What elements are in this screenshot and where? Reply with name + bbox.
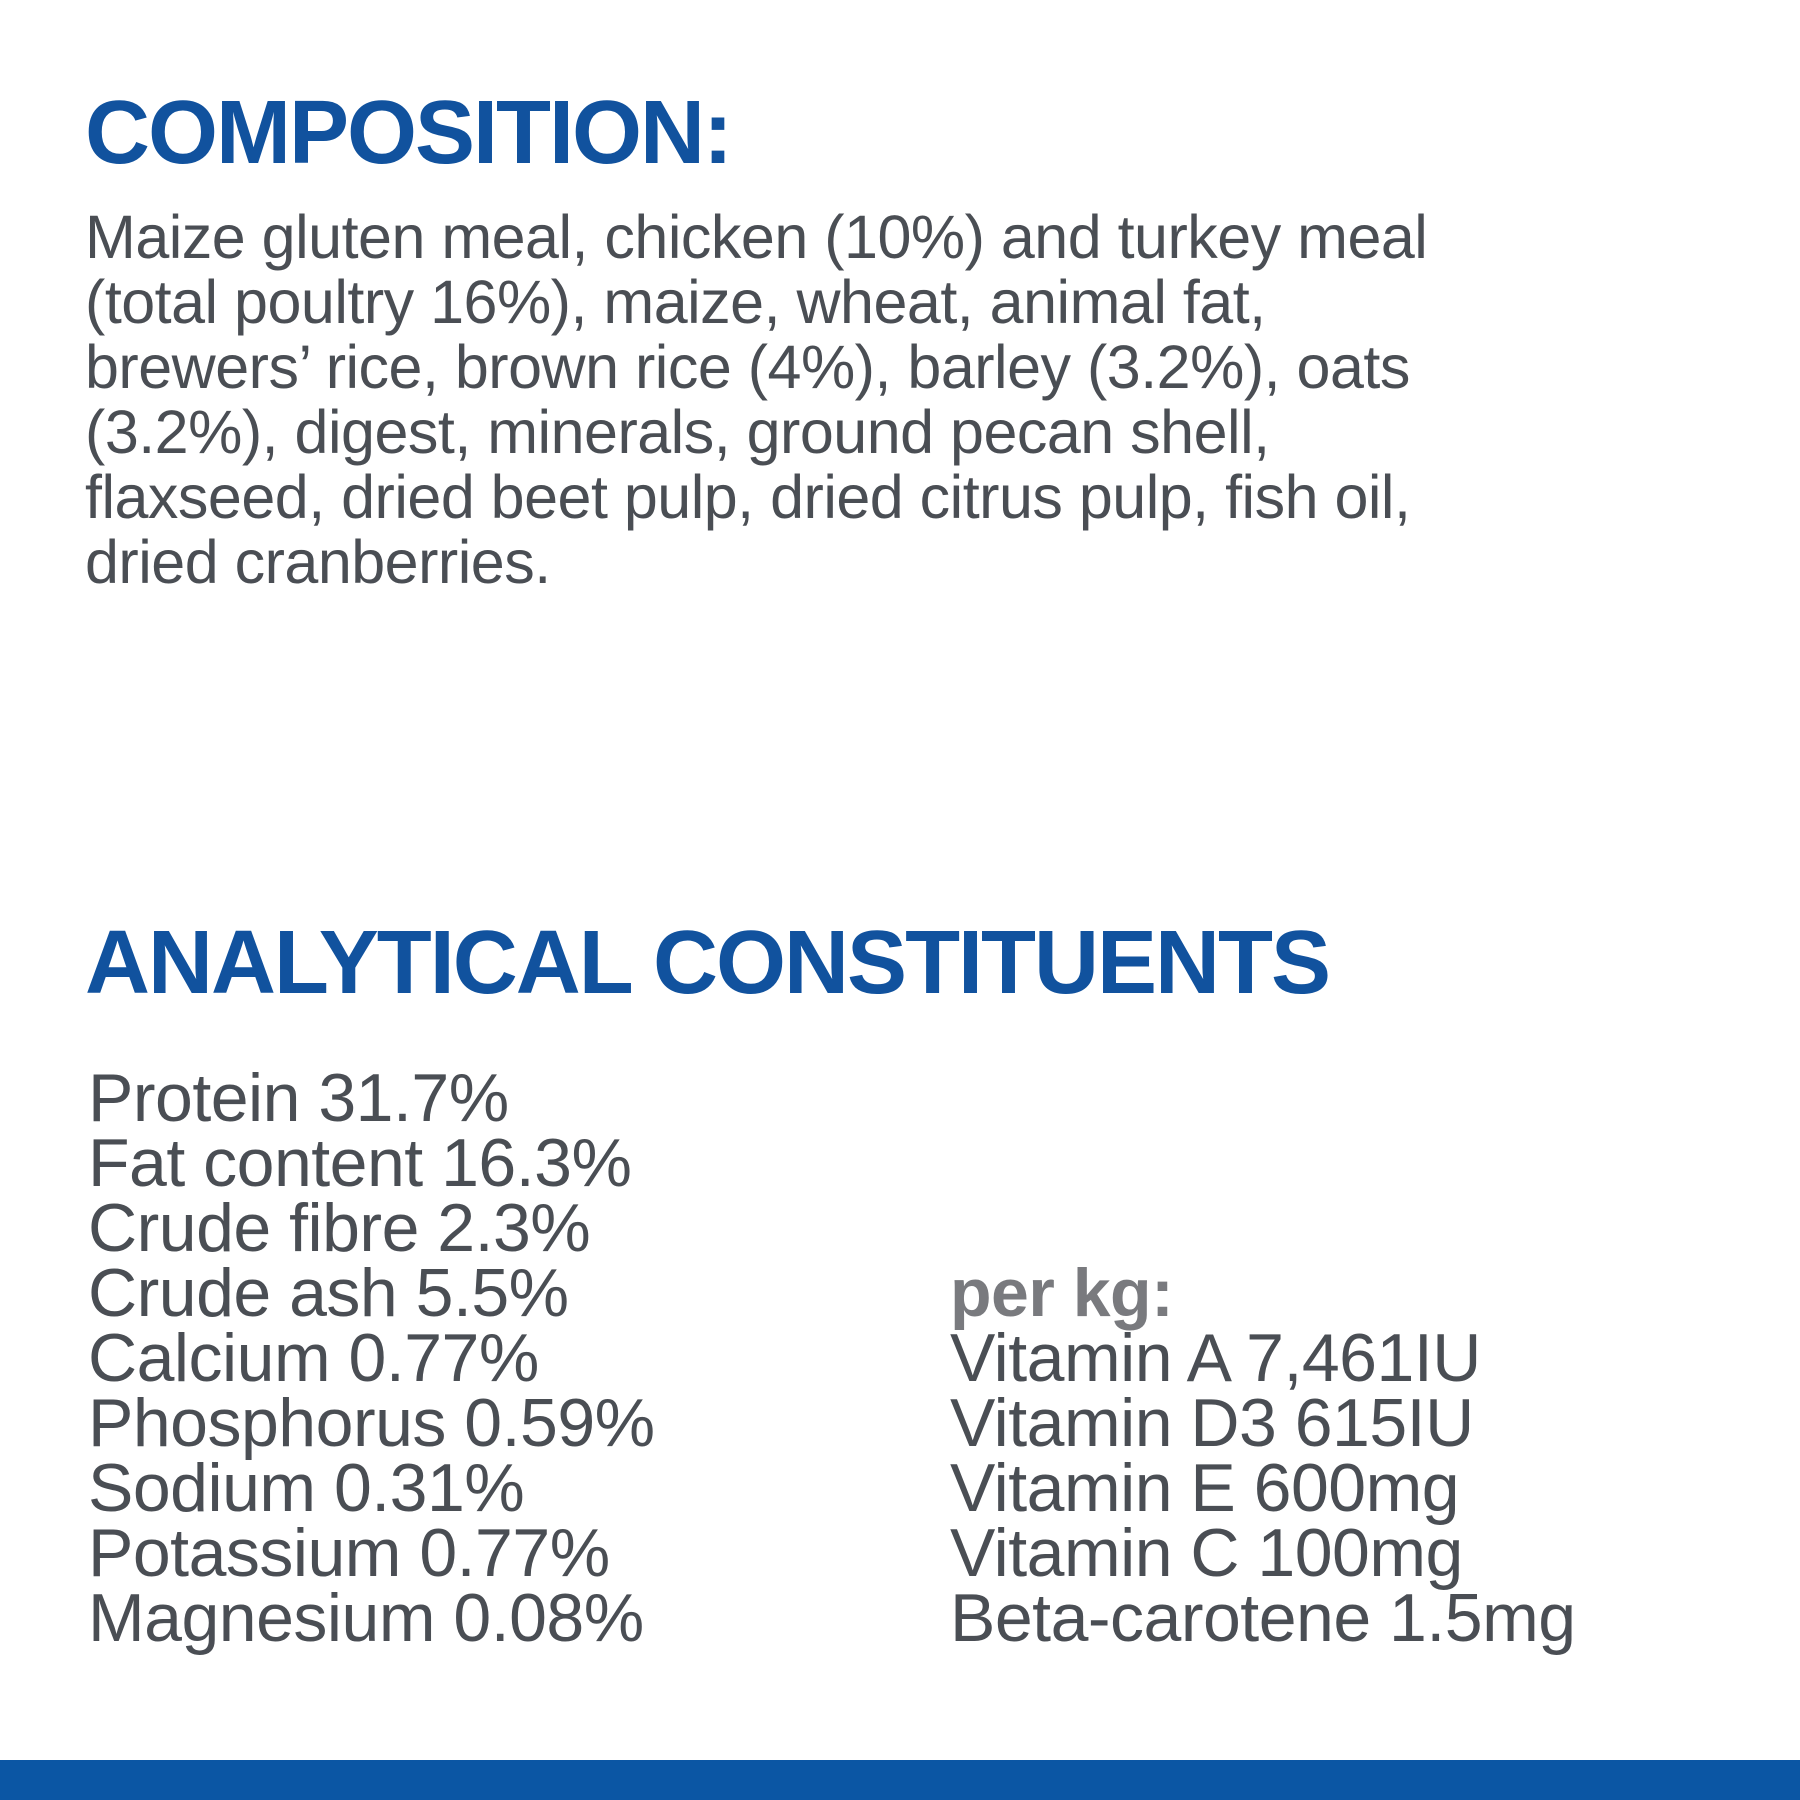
- nutrient-row: Phosphorus 0.59%: [88, 1385, 655, 1461]
- nutrient-row: Crude fibre 2.3%: [88, 1190, 591, 1266]
- vitamin-row: Vitamin E 600mg: [950, 1450, 1460, 1526]
- composition-ingredients-text: Maize gluten meal, chicken (10%) and tur…: [85, 203, 1428, 596]
- composition-heading: COMPOSITION:: [85, 83, 733, 183]
- nutrient-row: Calcium 0.77%: [88, 1320, 539, 1396]
- vitamin-list: per kg: Vitamin A 7,461IU Vitamin D3 615I…: [950, 1255, 1576, 1656]
- vitamin-row: Vitamin C 100mg: [950, 1515, 1463, 1591]
- vitamin-row: Beta-carotene 1.5mg: [950, 1580, 1576, 1656]
- nutrient-row: Fat content 16.3%: [88, 1125, 632, 1201]
- vitamin-row: Vitamin D3 615IU: [950, 1385, 1474, 1461]
- nutrient-row: Potassium 0.77%: [88, 1515, 610, 1591]
- analytical-constituents-heading: ANALYTICAL CONSTITUENTS: [85, 913, 1331, 1013]
- nutrient-row: Sodium 0.31%: [88, 1450, 525, 1526]
- nutrient-list: Protein 31.7% Fat content 16.3% Crude fibr…: [88, 1060, 655, 1656]
- vitamin-row: Vitamin A 7,461IU: [950, 1320, 1481, 1396]
- nutrient-row: Crude ash 5.5%: [88, 1255, 569, 1331]
- per-kg-label: per kg:: [950, 1255, 1174, 1331]
- footer-blue-bar: [0, 1760, 1800, 1800]
- nutrient-row: Magnesium 0.08%: [88, 1580, 644, 1656]
- nutrient-row: Protein 31.7%: [88, 1060, 509, 1136]
- vitamin-rows: Vitamin A 7,461IU Vitamin D3 615IU Vitamin…: [950, 1320, 1576, 1656]
